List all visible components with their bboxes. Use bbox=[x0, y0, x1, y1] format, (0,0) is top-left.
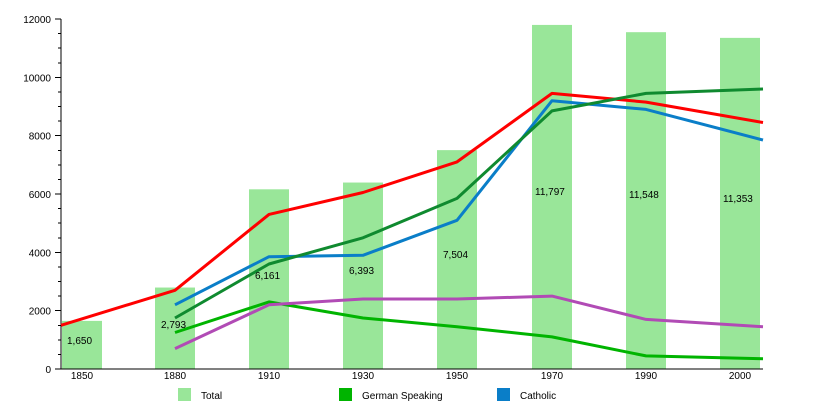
lines-layer bbox=[60, 87, 764, 361]
legend-label-total: Total bbox=[201, 391, 222, 402]
x-tick-label-1950: 1950 bbox=[446, 371, 469, 382]
y-tick-label: 6000 bbox=[29, 190, 52, 201]
legend: Total German Speaking Catholic bbox=[178, 388, 556, 402]
line-series-3 bbox=[60, 91, 764, 327]
y-tick-label: 10000 bbox=[23, 73, 51, 84]
x-tick-label-1970: 1970 bbox=[541, 371, 564, 382]
bars-layer bbox=[62, 24, 760, 369]
x-tick-label-1880: 1880 bbox=[164, 371, 187, 382]
bar-total-2000 bbox=[720, 37, 760, 369]
y-tick-label: 2000 bbox=[29, 307, 52, 318]
line-series-4 bbox=[174, 87, 764, 320]
legend-swatch-catholic bbox=[497, 388, 510, 401]
data-label-1880: 2,793 bbox=[161, 320, 186, 331]
data-label-1950: 7,504 bbox=[443, 250, 468, 261]
y-tick-label: 8000 bbox=[29, 132, 52, 143]
x-tick-label-2000: 2000 bbox=[729, 371, 752, 382]
bar-total-1930 bbox=[343, 182, 383, 369]
x-tick-label-1990: 1990 bbox=[635, 371, 658, 382]
bar-total-1990 bbox=[626, 32, 666, 369]
y-tick-label: 4000 bbox=[29, 248, 52, 259]
x-tick-label-1910: 1910 bbox=[258, 371, 281, 382]
data-label-1850: 1,650 bbox=[67, 336, 92, 347]
bar-total-1850 bbox=[62, 320, 102, 369]
y-tick-label: 12000 bbox=[23, 15, 51, 26]
bar-total-1910 bbox=[249, 189, 289, 369]
data-label-1970: 11,797 bbox=[535, 187, 565, 198]
legend-label-german-speaking: German Speaking bbox=[362, 391, 443, 402]
data-label-2000: 11,353 bbox=[723, 194, 753, 205]
data-label-1930: 6,393 bbox=[349, 266, 374, 277]
legend-label-catholic: Catholic bbox=[520, 391, 556, 402]
data-label-1910: 6,161 bbox=[255, 271, 280, 282]
bar-total-1970 bbox=[532, 24, 572, 369]
line-catholic bbox=[174, 99, 764, 307]
data-labels-layer: 1,650 2,793 6,161 6,393 7,504 11,797 11,548 11,… bbox=[67, 187, 753, 347]
x-tick-label-1930: 1930 bbox=[352, 371, 375, 382]
x-tick-label-1850: 1850 bbox=[71, 371, 94, 382]
axes: 0 2000 4000 6000 8000 10000 12000 1850 1880 1910 1… bbox=[23, 15, 763, 382]
line-series-5 bbox=[174, 294, 764, 350]
legend-swatch-total bbox=[178, 388, 191, 401]
data-label-1990: 11,548 bbox=[629, 190, 659, 201]
y-tick-label: 0 bbox=[45, 365, 51, 376]
line-german-speaking bbox=[174, 300, 764, 361]
legend-swatch-german-speaking bbox=[339, 388, 352, 401]
